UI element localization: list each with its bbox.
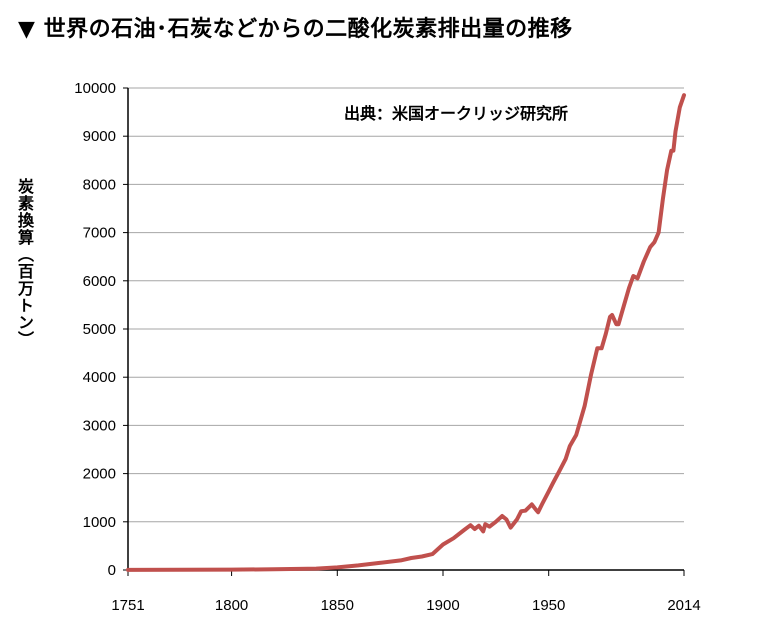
y-tick-labels: 0 1000 2000 3000 4000 5000 6000 7000 8000 9000 100…	[74, 80, 116, 579]
x-tick-label: 1850	[321, 597, 354, 614]
series-group	[126, 93, 686, 572]
y-tick-label: 5000	[83, 321, 116, 338]
x-tick-labels: 1751 1800 1850 1900 1950 2014	[111, 570, 701, 614]
y-tick-label: 4000	[83, 369, 116, 386]
y-tick-label: 3000	[83, 417, 116, 434]
x-tick-label: 1950	[532, 597, 565, 614]
y-tick-label: 0	[108, 562, 116, 579]
y-tick-label: 2000	[83, 466, 116, 483]
series-line	[126, 93, 686, 572]
y-tick-label: 9000	[83, 128, 116, 145]
y-tick-label: 10000	[74, 80, 116, 97]
grid-lines	[123, 87, 684, 571]
source-annotation: 出典：米国オークリッジ研究所	[344, 104, 569, 123]
x-tick-label: 2014	[667, 597, 700, 614]
x-tick-label: 1751	[111, 597, 144, 614]
y-axis-label: 炭素換算（百万トン）	[15, 178, 34, 348]
y-tick-label: 6000	[83, 273, 116, 290]
x-tick-label: 1800	[215, 597, 248, 614]
y-tick-label: 1000	[83, 514, 116, 531]
x-tick-label: 1900	[426, 597, 459, 614]
chart-title: ▼ 世界の石油･石炭などからの二酸化炭素排出量の推移	[18, 17, 573, 42]
y-tick-label: 8000	[83, 176, 116, 193]
y-tick-label: 7000	[83, 225, 116, 242]
